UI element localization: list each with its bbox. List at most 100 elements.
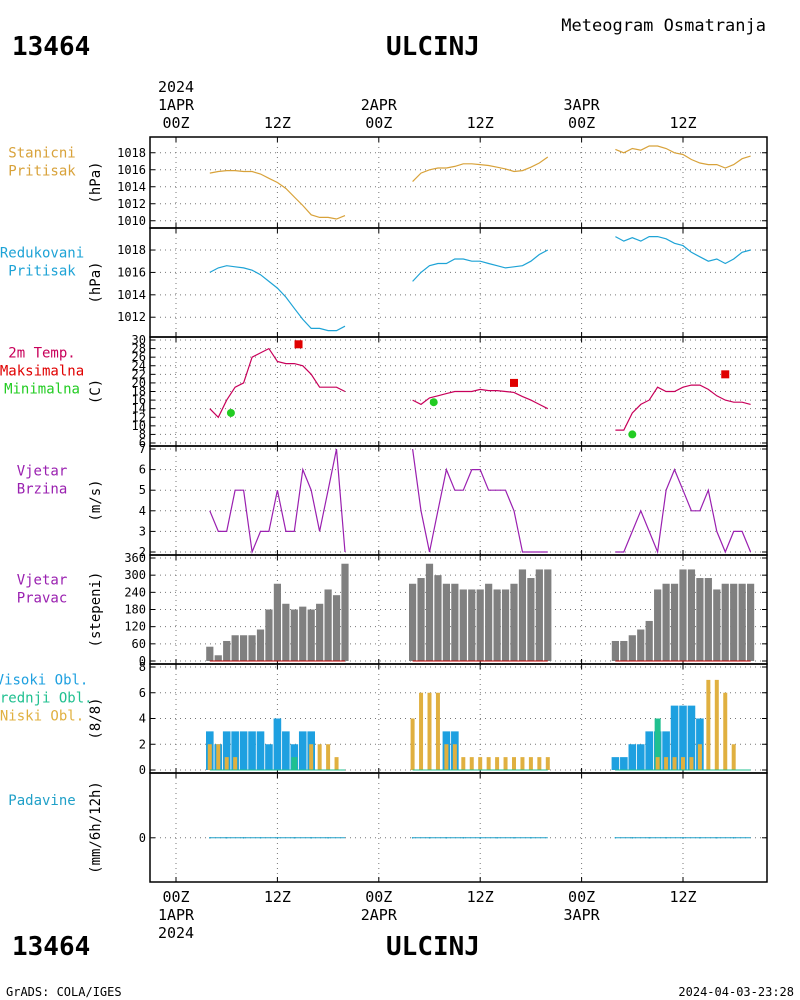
time-label-hour: 12Z	[669, 114, 696, 132]
wind-dir-bar	[611, 640, 619, 661]
precip-point	[209, 837, 211, 839]
wind-dir-bar	[248, 635, 256, 661]
panel-frame	[149, 772, 768, 883]
cloud-low-bar	[512, 757, 516, 770]
cloud-high-bar	[611, 757, 620, 770]
y-tick-label: 22	[132, 367, 146, 381]
wind-dir-bar	[730, 583, 738, 661]
cloud-low-bar	[655, 757, 660, 770]
panel-label-line: Brzina	[17, 482, 68, 498]
panel-label-line: Srednji Obl.	[0, 691, 93, 707]
generation-timestamp: 2024-04-03-23:28	[678, 985, 794, 999]
y-tick-label: 16	[132, 393, 146, 407]
y-axis-unit: (hPa)	[88, 261, 104, 303]
cloud-low-bar	[233, 757, 238, 770]
y-tick-label: 4	[139, 504, 146, 518]
wind-dir-bar	[332, 595, 341, 661]
station-name-top: ULCINJ	[386, 32, 480, 62]
tmin-marker	[226, 408, 235, 417]
wind-dir-bar	[704, 578, 712, 661]
precip-point	[665, 837, 667, 839]
series-line	[412, 388, 549, 410]
wind-dir-bar	[459, 589, 467, 661]
tmin-marker	[628, 430, 637, 439]
panel-label-line: 2m Temp.	[8, 346, 75, 362]
panel-frame	[149, 445, 768, 556]
cloud-low-bar	[435, 692, 440, 770]
precip-point	[648, 837, 650, 839]
cloud-low-bar	[317, 744, 322, 770]
tmax-marker	[721, 370, 730, 379]
cloud-high-bar	[231, 731, 239, 770]
wind-dir-bar	[434, 575, 442, 661]
precip-point	[293, 837, 296, 839]
panel-precipitation: 0 (mm/6h/12h) Padavine	[8, 772, 768, 883]
y-tick-label: 300	[124, 568, 146, 582]
cloud-low-bar	[731, 744, 736, 770]
precip-point	[716, 837, 718, 839]
cloud-low-bar	[461, 757, 466, 770]
cloud-low-bar	[706, 679, 711, 770]
wind-dir-bar	[670, 583, 679, 661]
y-tick-label: 1016	[117, 265, 146, 279]
y-axis-unit: (mm/6h/12h)	[88, 781, 104, 874]
panel-label-line: Minimalna	[4, 382, 80, 398]
wind-dir-bar	[256, 629, 265, 661]
cloud-high-bar	[298, 731, 307, 770]
y-tick-label: 12	[132, 410, 146, 424]
panel-frame	[149, 136, 768, 229]
wind-dir-bar	[637, 629, 645, 661]
time-label-date: 3APR	[564, 96, 601, 114]
y-tick-label: 2	[139, 545, 146, 559]
y-tick-label: 20	[132, 376, 146, 390]
y-tick-label: 26	[132, 350, 146, 364]
cloud-low-bar	[545, 757, 550, 770]
wind-dir-bar	[654, 589, 662, 661]
wind-dir-bar	[240, 635, 248, 661]
panel-label-line: Maksimalna	[0, 364, 84, 380]
tmax-marker	[294, 340, 303, 349]
panel-frame	[149, 227, 768, 338]
time-label-hour: 00Z	[568, 114, 595, 132]
cloud-high-bar	[265, 744, 273, 770]
wind-dir-bar	[535, 569, 543, 661]
meteogram-panels: 10101012101410161018(hPa)StanicniPritisa…	[0, 136, 768, 883]
station-id-top: 13464	[12, 32, 90, 62]
series-line	[412, 448, 548, 553]
panel-label-line: Padavine	[8, 793, 75, 809]
y-tick-label: 3	[139, 524, 146, 538]
cloud-high-bar	[628, 744, 637, 770]
cloud-mid-bar	[654, 718, 661, 770]
cloud-low-bar	[419, 692, 424, 770]
cloud-high-bar	[282, 731, 290, 770]
series-line	[615, 384, 751, 431]
wind-dir-bar	[645, 620, 653, 661]
y-axis-unit: (8/8)	[88, 697, 104, 739]
cloud-low-bar	[689, 757, 694, 770]
time-label-year: 2024	[158, 78, 194, 96]
y-tick-label: 8	[139, 427, 146, 441]
precip-point	[310, 837, 313, 839]
wind-dir-bar	[468, 589, 476, 661]
cloud-high-bar	[645, 731, 653, 770]
product-title: Meteogram Osmatranja	[561, 16, 766, 36]
series-line	[615, 236, 751, 265]
wind-dir-bar	[231, 635, 239, 661]
precip-point	[479, 837, 482, 839]
time-label-hour: 12Z	[669, 888, 696, 906]
cloud-low-bar	[714, 679, 719, 770]
cloud-low-bar	[452, 744, 457, 770]
cloud-low-bar	[520, 757, 525, 770]
cloud-low-bar	[326, 744, 331, 770]
cloud-mid-bar	[291, 757, 298, 770]
series-line	[209, 265, 346, 332]
cloud-low-bar	[427, 692, 432, 770]
wind-dir-bar	[628, 635, 636, 661]
wind-dir-bar	[223, 640, 231, 661]
y-tick-label: 1018	[117, 243, 146, 257]
wind-dir-bar	[747, 583, 755, 661]
station-name-bottom: ULCINJ	[386, 932, 480, 962]
